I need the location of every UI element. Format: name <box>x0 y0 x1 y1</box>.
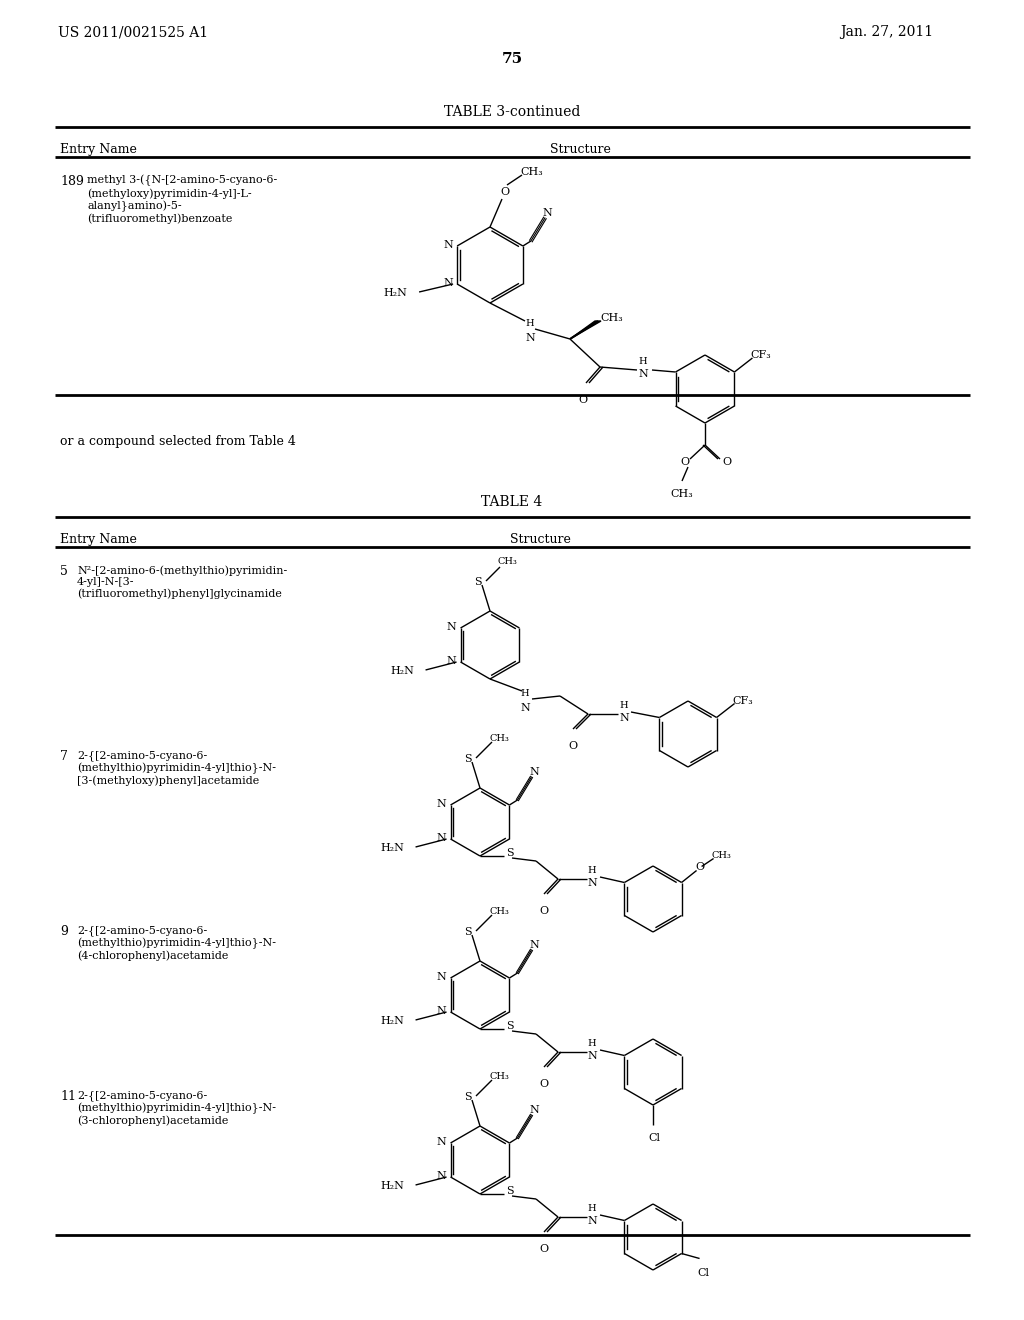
Text: N: N <box>638 370 648 379</box>
Text: O: O <box>578 395 587 405</box>
Text: N: N <box>436 833 446 843</box>
Text: O: O <box>539 906 548 916</box>
Text: H: H <box>618 701 628 710</box>
Text: CH₃: CH₃ <box>490 1072 510 1081</box>
Text: US 2011/0021525 A1: US 2011/0021525 A1 <box>58 25 208 40</box>
Text: N: N <box>436 799 446 809</box>
Text: Structure: Structure <box>550 143 611 156</box>
Text: S: S <box>506 1185 514 1196</box>
Text: O: O <box>695 862 705 873</box>
Text: N: N <box>436 1137 446 1147</box>
Text: S: S <box>506 1020 514 1031</box>
Text: CF₃: CF₃ <box>732 696 754 705</box>
Text: Entry Name: Entry Name <box>60 533 137 546</box>
Text: 2-{[2-amino-5-cyano-6-
(methylthio)pyrimidin-4-yl]thio}-N-
(4-chlorophenyl)aceta: 2-{[2-amino-5-cyano-6- (methylthio)pyrim… <box>77 925 276 961</box>
Text: Cl: Cl <box>648 1133 660 1143</box>
Text: H₂N: H₂N <box>381 1181 404 1191</box>
Text: N: N <box>525 333 535 343</box>
Text: Entry Name: Entry Name <box>60 143 137 156</box>
Text: N: N <box>520 704 529 713</box>
Text: S: S <box>464 754 472 764</box>
Text: N: N <box>443 240 453 249</box>
Text: 11: 11 <box>60 1090 76 1104</box>
Text: H: H <box>525 319 534 327</box>
Text: 5: 5 <box>60 565 68 578</box>
Text: N: N <box>529 1105 540 1115</box>
Text: CH₃: CH₃ <box>600 313 623 323</box>
Text: 7: 7 <box>60 750 68 763</box>
Text: CH₃: CH₃ <box>520 168 543 177</box>
Text: O: O <box>722 457 731 467</box>
Text: S: S <box>464 927 472 937</box>
Text: H: H <box>587 1204 596 1213</box>
Text: H₂N: H₂N <box>381 843 404 853</box>
Text: H₂N: H₂N <box>381 1016 404 1026</box>
Text: N: N <box>446 622 457 632</box>
Text: TABLE 4: TABLE 4 <box>481 495 543 510</box>
Text: 9: 9 <box>60 925 68 939</box>
Text: N: N <box>436 972 446 982</box>
Text: N: N <box>446 656 457 667</box>
Text: 2-{[2-amino-5-cyano-6-
(methylthio)pyrimidin-4-yl]thio}-N-
(3-chlorophenyl)aceta: 2-{[2-amino-5-cyano-6- (methylthio)pyrim… <box>77 1090 276 1126</box>
Text: O: O <box>568 741 578 751</box>
Text: 2-{[2-amino-5-cyano-6-
(methylthio)pyrimidin-4-yl]thio}-N-
[3-(methyloxy)phenyl]: 2-{[2-amino-5-cyano-6- (methylthio)pyrim… <box>77 750 276 787</box>
Text: or a compound selected from Table 4: or a compound selected from Table 4 <box>60 436 296 447</box>
Text: H₂N: H₂N <box>383 288 407 298</box>
Text: N: N <box>618 713 629 723</box>
Text: Jan. 27, 2011: Jan. 27, 2011 <box>840 25 933 40</box>
Text: methyl 3-({N-[2-amino-5-cyano-6-
(methyloxy)pyrimidin-4-yl]-L-
alanyl}amino)-5-
: methyl 3-({N-[2-amino-5-cyano-6- (methyl… <box>87 176 278 224</box>
Text: N: N <box>587 878 597 888</box>
Text: CH₃: CH₃ <box>490 907 510 916</box>
Text: N: N <box>587 1051 597 1061</box>
Text: CH₃: CH₃ <box>670 488 693 499</box>
Text: N: N <box>436 1171 446 1181</box>
Polygon shape <box>570 321 601 339</box>
Text: H: H <box>587 1039 596 1048</box>
Text: CH₃: CH₃ <box>712 850 731 859</box>
Text: H: H <box>520 689 528 698</box>
Text: N: N <box>529 767 540 777</box>
Text: H: H <box>587 866 596 875</box>
Text: O: O <box>539 1078 548 1089</box>
Text: 189: 189 <box>60 176 84 187</box>
Text: S: S <box>464 1092 472 1102</box>
Text: CH₃: CH₃ <box>498 557 518 566</box>
Text: N: N <box>529 940 540 950</box>
Text: N: N <box>436 1006 446 1016</box>
Text: CH₃: CH₃ <box>490 734 510 743</box>
Text: S: S <box>474 577 481 587</box>
Text: N: N <box>543 209 553 218</box>
Text: H₂N: H₂N <box>390 667 415 676</box>
Text: 75: 75 <box>502 51 522 66</box>
Text: O: O <box>680 457 689 467</box>
Text: N: N <box>587 1216 597 1226</box>
Text: N²-[2-amino-6-(methylthio)pyrimidin-
4-yl]-N-[3-
(trifluoromethyl)phenyl]glycina: N²-[2-amino-6-(methylthio)pyrimidin- 4-y… <box>77 565 288 599</box>
Text: TABLE 3-continued: TABLE 3-continued <box>443 106 581 119</box>
Text: CF₃: CF₃ <box>751 350 771 360</box>
Text: S: S <box>506 847 514 858</box>
Text: Cl: Cl <box>697 1267 710 1278</box>
Text: N: N <box>443 279 453 288</box>
Text: O: O <box>500 187 509 197</box>
Text: O: O <box>539 1243 548 1254</box>
Text: Structure: Structure <box>510 533 570 546</box>
Text: H: H <box>638 356 646 366</box>
